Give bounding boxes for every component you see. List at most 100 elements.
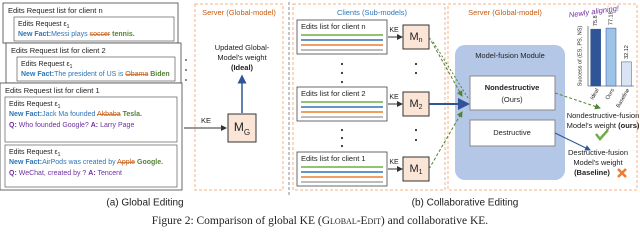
bar xyxy=(590,28,601,87)
destructive-box xyxy=(469,119,556,147)
fact-label: New Fact: xyxy=(21,71,54,78)
request-box xyxy=(16,56,176,82)
check-mark xyxy=(595,129,609,141)
updated-weight: Model's weight xyxy=(217,53,267,62)
global-editing-panel: Edits Request list for client n Edits Req… xyxy=(0,2,284,209)
request-title-text: Edits Request ε xyxy=(21,61,70,68)
request-box xyxy=(13,16,175,42)
ke-label: KE xyxy=(389,159,399,166)
request-title: Edits Request ε1 xyxy=(21,61,73,70)
ours-label: (Ours) xyxy=(501,95,523,104)
server-box xyxy=(447,3,638,191)
q-label: Q: xyxy=(9,122,17,129)
fact-text: AirPods was created by xyxy=(42,159,116,166)
request-sub: 1 xyxy=(67,24,70,30)
ellipsis-dot xyxy=(414,138,418,142)
result-arrow xyxy=(554,92,601,110)
server-title: Server (Global-model) xyxy=(202,8,276,17)
result-text: Model's weight xyxy=(573,158,623,167)
card-title: Edits Request list for client 2 xyxy=(11,46,106,55)
collaborative-editing-panel: Clients (Sub-models) Server (Global-model… xyxy=(292,3,640,209)
value-label: 32.12 xyxy=(624,45,630,59)
upload-arrow xyxy=(428,111,463,170)
caption-text: ) and collaborative KE. xyxy=(381,215,488,227)
request-title: Edits Request ε1 xyxy=(18,21,70,30)
answer: Tencent xyxy=(97,170,122,177)
ellipsis-dot xyxy=(340,62,344,66)
card-title: Edits Request list for client n xyxy=(8,6,103,15)
fact-text: Messi plays xyxy=(51,31,88,38)
model-letter: M xyxy=(409,31,418,43)
clients-title: Clients (Sub-models) xyxy=(337,8,408,17)
model-sub: G xyxy=(244,128,250,137)
old-object: Obama xyxy=(125,71,148,78)
request-sub: 1 xyxy=(58,104,61,110)
value-label: 75.8 xyxy=(593,15,599,26)
request-box xyxy=(4,96,178,143)
server-box xyxy=(194,3,284,191)
edits-list-title: Edits list for client 2 xyxy=(301,89,366,98)
ellipsis-dot xyxy=(414,62,418,66)
a-label: A: xyxy=(91,122,98,129)
model-sub: 2 xyxy=(419,104,423,111)
nondestructive-box xyxy=(469,75,556,111)
clients-box xyxy=(292,3,446,191)
destructive-label: Destructive xyxy=(493,128,531,137)
client-model xyxy=(402,91,430,117)
old-object: Akbaba xyxy=(97,111,121,118)
ideal-tag: (Ideal) xyxy=(231,63,254,72)
ellipsis-dot xyxy=(340,80,344,84)
download-arrow xyxy=(431,39,469,99)
ke-label: KE xyxy=(201,116,211,125)
result-text: Model's weight (ours) xyxy=(567,121,640,130)
ellipsis-dot xyxy=(340,136,344,140)
client-model xyxy=(402,156,430,182)
model-sub: 1 xyxy=(419,169,423,176)
model-label: MG xyxy=(234,120,250,136)
model-label: M2 xyxy=(409,98,422,111)
fact-label: New Fact: xyxy=(9,159,42,166)
new-fact: New Fact:Messi plays soccer tennis. xyxy=(18,31,135,38)
ellipsis-dot xyxy=(185,79,187,81)
category-label: Ours xyxy=(605,88,616,102)
fact-text: The president of US is xyxy=(54,71,124,78)
client-model xyxy=(402,24,430,50)
ellipsis-dot xyxy=(340,71,344,75)
request-title: Edits Request ε1 xyxy=(9,149,61,158)
global-model xyxy=(227,113,257,143)
caption-text: Figure 2: Comparison of global KE ( xyxy=(152,215,322,227)
nondestructive-label: Nondestructive xyxy=(485,83,540,92)
a-label: A: xyxy=(88,170,95,177)
edits-list xyxy=(296,86,388,122)
new-object: tennis. xyxy=(112,31,135,38)
model-label: Mn xyxy=(409,31,422,44)
question-text: Who founded Google? xyxy=(19,122,89,129)
ellipsis-dot xyxy=(414,71,418,75)
request-title: Edits Request ε1 xyxy=(9,101,61,110)
category-label: Baseline xyxy=(616,88,632,109)
fact-label: New Fact: xyxy=(18,31,51,38)
question: Q: WeChat, created by ? A: Tencent xyxy=(9,170,122,177)
caption-highlight: Global-Edit xyxy=(322,215,381,227)
question: Q: Who founded Google? A: Larry Page xyxy=(9,122,134,129)
request-title-text: Edits Request ε xyxy=(9,149,58,156)
ellipsis-dot xyxy=(414,128,418,132)
edits-list-title: Edits list for client n xyxy=(301,22,366,31)
result-text: Nondestructive-fusion xyxy=(567,111,640,120)
new-fact: New Fact:AirPods was created by Apple Go… xyxy=(9,159,163,166)
fusion-module xyxy=(455,45,565,180)
updated-weight: Updated Global- xyxy=(215,43,270,52)
cross-mark xyxy=(617,168,627,178)
bar xyxy=(621,61,632,87)
value-label: 77.18 xyxy=(608,11,614,25)
card-title: Edits Request list for client 1 xyxy=(5,86,100,95)
request-box xyxy=(4,144,178,188)
figure-caption: Figure 2: Comparison of global KE (Globa… xyxy=(152,215,489,227)
upload-arrow xyxy=(428,36,463,97)
old-object: soccer xyxy=(90,31,111,38)
old-object: Apple xyxy=(117,159,135,166)
category-label: Ideal xyxy=(589,88,600,101)
request-sub: 1 xyxy=(70,64,73,70)
new-object: Tesla. xyxy=(123,111,142,118)
model-sub: n xyxy=(419,37,423,44)
